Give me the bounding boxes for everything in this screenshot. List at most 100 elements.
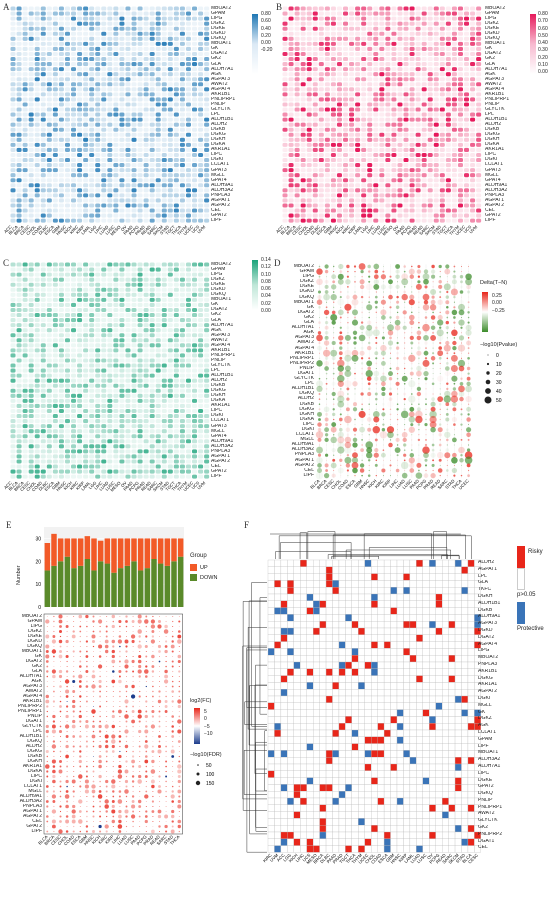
heat-cell [64, 112, 70, 117]
heat-cell [16, 378, 22, 383]
heat-cell [445, 188, 451, 193]
dot [408, 354, 416, 362]
heat-cell [77, 434, 83, 439]
heat-cell [155, 31, 161, 36]
heat-cell [89, 218, 95, 223]
heat-cell [204, 173, 210, 178]
heat-cell [343, 77, 349, 82]
heat-cell [113, 97, 119, 102]
heat-cell [300, 152, 306, 157]
colorbar-tick: 0.04 [261, 293, 271, 300]
dot [381, 361, 386, 366]
heat-cell [192, 444, 198, 449]
heat-cell [204, 323, 210, 328]
heat-cell [149, 87, 155, 92]
heat-cell [40, 87, 46, 92]
cancer-label: STAD [159, 224, 170, 235]
heat-cell [355, 102, 361, 107]
heat-cell [77, 277, 83, 282]
heat-cell [125, 429, 131, 434]
heat-cell [185, 117, 191, 122]
dot [424, 341, 428, 345]
heat-cell [397, 46, 403, 51]
heat-cell [167, 203, 173, 208]
heat-cell [373, 26, 379, 31]
heat-cell [167, 272, 173, 277]
heat-cell [28, 358, 34, 363]
heat-cell [421, 168, 427, 173]
gene-label: DGKA [485, 142, 500, 148]
heat-cell [397, 152, 403, 157]
heat-cell [179, 307, 185, 312]
heat-cell [198, 403, 204, 408]
heat-cell [198, 348, 204, 353]
heat-cell [421, 147, 427, 152]
heat-cell [71, 102, 77, 107]
heat-cell [34, 408, 40, 413]
dot [432, 281, 434, 283]
heat-cell [198, 408, 204, 413]
heat-cell [83, 333, 89, 338]
heat-cell [336, 67, 342, 72]
heat-cell [77, 193, 83, 198]
heat-cell [107, 36, 113, 41]
heat-cell [457, 112, 463, 117]
heat-cell [470, 36, 476, 41]
colorbar-tick: 0.20 [538, 54, 548, 61]
heat-cell [46, 343, 52, 348]
heat-cell [415, 62, 421, 67]
heat-cell [119, 358, 125, 363]
heat-cell [470, 183, 476, 188]
heat-cell [367, 163, 373, 168]
heat-cell [445, 127, 451, 132]
heat-cell [445, 41, 451, 46]
heat-cell [58, 6, 64, 11]
heat-cell [107, 147, 113, 152]
heat-cell [198, 36, 204, 41]
heat-cell [77, 368, 83, 373]
heat-cell [391, 158, 397, 163]
heat-cell [16, 132, 22, 137]
heat-cell [28, 51, 34, 56]
heat-cell [64, 408, 70, 413]
heat-cell [198, 31, 204, 36]
heat-cell [385, 67, 391, 72]
heat-cell [16, 183, 22, 188]
heat-cell [173, 57, 179, 62]
heat-cell [318, 188, 324, 193]
heat-cell [28, 57, 34, 62]
heat-cell [83, 112, 89, 117]
heat-cell [294, 183, 300, 188]
heat-cell [101, 46, 107, 51]
gene-label: DGAT2 [211, 51, 228, 57]
heat-cell [306, 92, 312, 97]
heat-cell [349, 168, 355, 173]
heat-cell [476, 163, 482, 168]
heat-cell [192, 333, 198, 338]
heat-cell [409, 178, 415, 183]
heat-cell [385, 11, 391, 16]
heat-cell [46, 469, 52, 474]
gene-label: PNPLA3 [485, 192, 505, 198]
dot [319, 327, 320, 329]
heat-cell [125, 313, 131, 318]
heat-cell [324, 142, 330, 147]
dot [425, 291, 427, 293]
dot [388, 279, 393, 285]
dot [465, 324, 472, 331]
heat-cell [167, 112, 173, 117]
heat-cell [397, 178, 403, 183]
heat-cell [95, 137, 101, 142]
heat-cell [391, 183, 397, 188]
heat-cell [77, 213, 83, 218]
heat-cell [204, 142, 210, 147]
heat-cell [137, 313, 143, 318]
heat-cell [125, 403, 131, 408]
dot [361, 291, 363, 293]
heat-cell [46, 31, 52, 36]
heat-cell [149, 142, 155, 147]
heat-cell [83, 132, 89, 137]
heat-cell [379, 31, 385, 36]
heat-cell [119, 388, 125, 393]
heat-cell [155, 122, 161, 127]
